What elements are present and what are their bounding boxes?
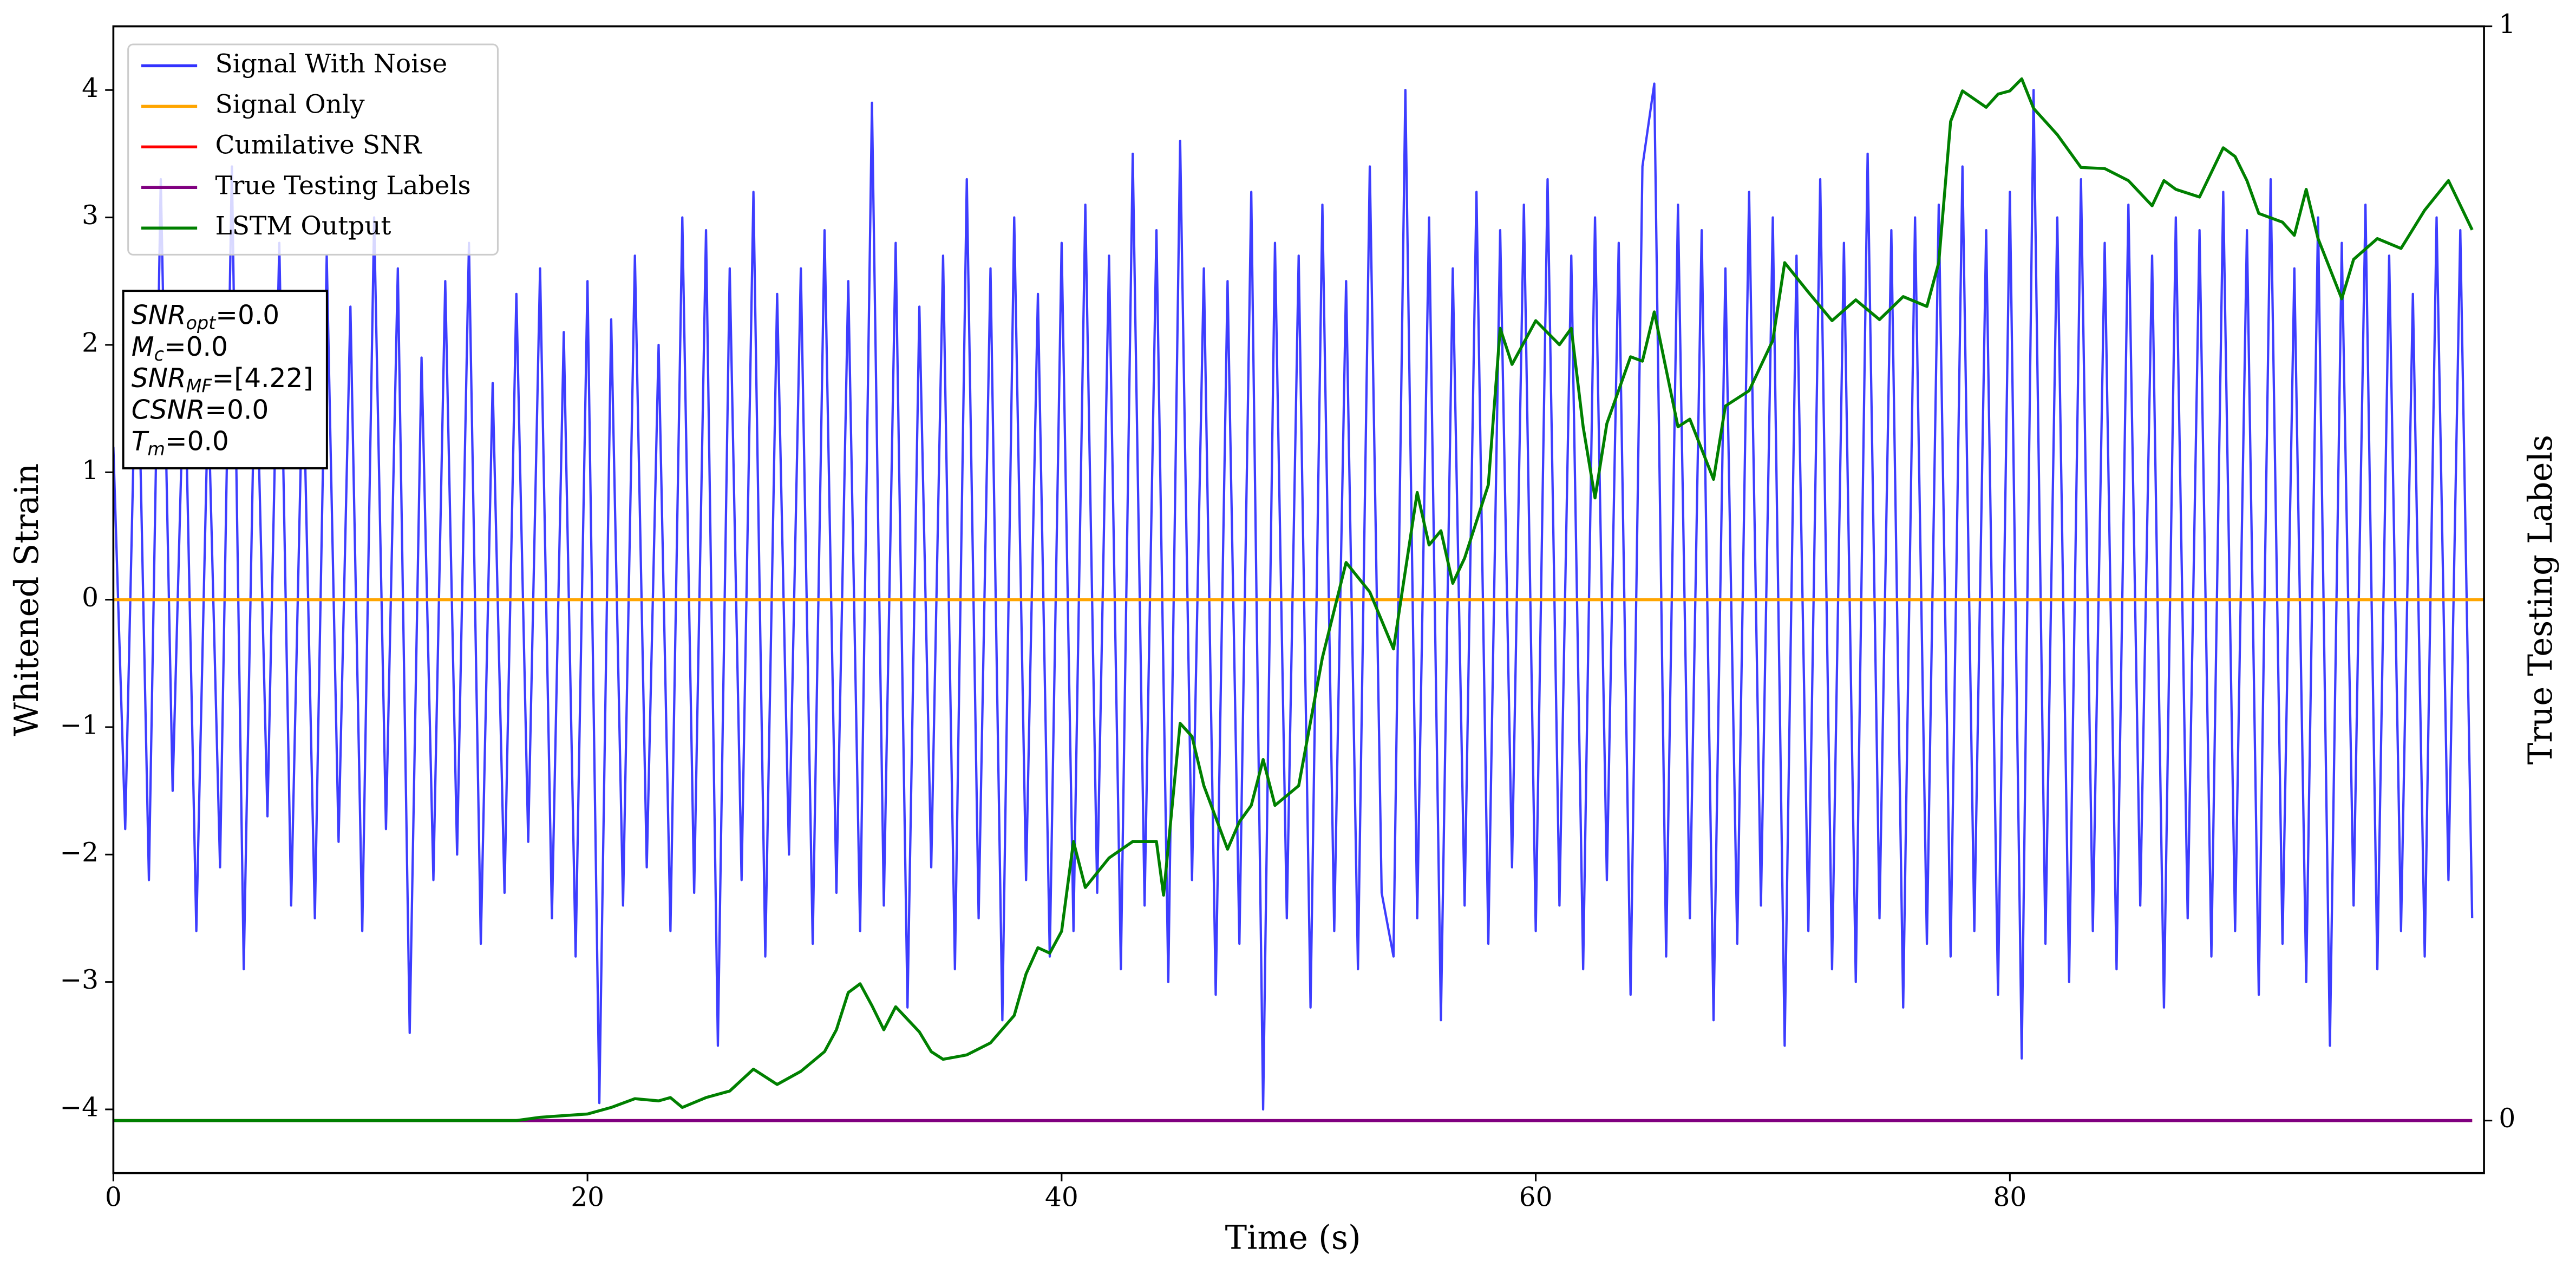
y-tick-label: −3: [60, 965, 99, 995]
y-tick-label: −2: [60, 838, 99, 868]
info-sub: MF: [186, 375, 213, 396]
y-tick-label: 2: [82, 328, 99, 358]
info-line: SNRopt=0.0: [132, 300, 279, 334]
y-tick-label: 3: [82, 200, 99, 231]
info-line: Tm=0.0: [132, 427, 229, 460]
info-value: =0.0: [165, 427, 229, 457]
info-name: M: [132, 332, 154, 362]
legend-label: Signal Only: [215, 89, 365, 119]
y2-tick-label: 1: [2499, 9, 2515, 40]
y2-tick-label: 0: [2499, 1103, 2515, 1134]
y-tick-label: 1: [82, 455, 99, 486]
legend-box: [127, 43, 499, 256]
info-name: SNR: [132, 300, 186, 331]
info-line: Mc=0.0: [132, 332, 228, 365]
info-sub: opt: [186, 312, 217, 333]
info-value: =0.0: [164, 332, 228, 362]
legend-label: True Testing Labels: [215, 171, 471, 200]
info-sub: c: [154, 344, 164, 365]
info-sub: m: [147, 438, 165, 459]
y-tick-label: −4: [60, 1092, 99, 1122]
info-name: T: [132, 427, 149, 457]
info-value: =[4.22]: [212, 363, 313, 394]
series-line: [113, 82, 2474, 1111]
info-value: =0.0: [205, 395, 269, 425]
info-line: SNRMF=[4.22]: [132, 363, 313, 396]
info-box: SNRopt=0.0Mc=0.0SNRMF=[4.22]CSNR=0.0Tm=0…: [122, 290, 328, 469]
x-tick-label: 60: [1519, 1182, 1553, 1213]
series-line: [113, 77, 2474, 1122]
x-axis-label: Time (s): [1225, 1219, 1361, 1257]
legend-label: Cumilative SNR: [215, 130, 423, 160]
x-tick-label: 80: [1993, 1182, 2026, 1213]
y-tick-label: 0: [82, 583, 99, 613]
y-tick-label: −1: [60, 710, 99, 740]
y2-axis-label: True Testing Labels: [2522, 435, 2560, 765]
x-tick-label: 20: [571, 1182, 604, 1213]
info-name: SNR: [132, 363, 186, 394]
legend: Signal With Noise Signal Only Cumilative S…: [127, 43, 499, 256]
x-tick-label: 40: [1045, 1182, 1078, 1213]
info-frame: [122, 290, 328, 469]
x-tick-label: 0: [105, 1182, 122, 1213]
y-axis-label: Whitened Strain: [8, 463, 46, 736]
info-name: CSNR: [132, 395, 205, 425]
legend-label: Signal With Noise: [215, 49, 448, 79]
plot-lines: [113, 77, 2485, 1122]
info-value: =0.0: [215, 300, 279, 331]
legend-label: LSTM Output: [215, 211, 391, 241]
plot-frame: [112, 25, 2485, 1174]
info-line: CSNR=0.0: [132, 395, 269, 425]
y-tick-label: 4: [82, 73, 99, 103]
